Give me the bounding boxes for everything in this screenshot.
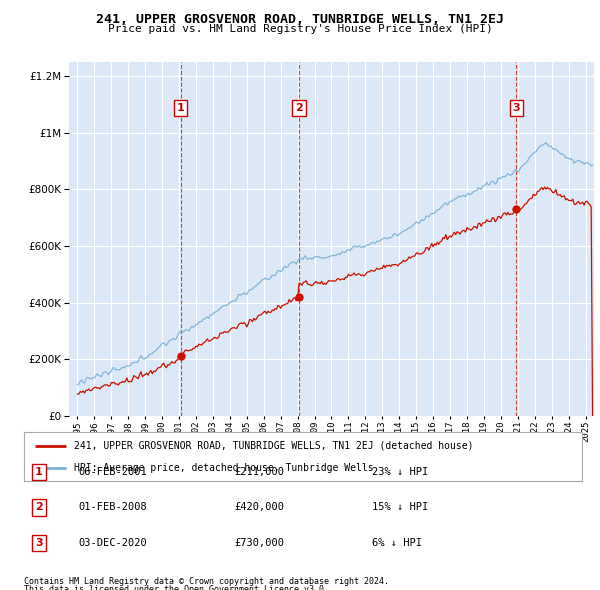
Text: 15% ↓ HPI: 15% ↓ HPI: [372, 503, 428, 512]
Text: £420,000: £420,000: [234, 503, 284, 512]
Text: 241, UPPER GROSVENOR ROAD, TUNBRIDGE WELLS, TN1 2EJ (detached house): 241, UPPER GROSVENOR ROAD, TUNBRIDGE WEL…: [74, 441, 474, 451]
Text: Price paid vs. HM Land Registry's House Price Index (HPI): Price paid vs. HM Land Registry's House …: [107, 24, 493, 34]
Text: This data is licensed under the Open Government Licence v3.0.: This data is licensed under the Open Gov…: [24, 585, 329, 590]
Text: 6% ↓ HPI: 6% ↓ HPI: [372, 538, 422, 548]
Text: 23% ↓ HPI: 23% ↓ HPI: [372, 467, 428, 477]
Text: 2: 2: [295, 103, 303, 113]
Text: 1: 1: [177, 103, 184, 113]
Text: 3: 3: [512, 103, 520, 113]
Text: 01-FEB-2008: 01-FEB-2008: [78, 503, 147, 512]
Text: HPI: Average price, detached house, Tunbridge Wells: HPI: Average price, detached house, Tunb…: [74, 463, 374, 473]
Text: £211,000: £211,000: [234, 467, 284, 477]
Text: 1: 1: [35, 467, 43, 477]
Text: 2: 2: [35, 503, 43, 512]
Text: 03-DEC-2020: 03-DEC-2020: [78, 538, 147, 548]
Text: 3: 3: [35, 538, 43, 548]
Text: Contains HM Land Registry data © Crown copyright and database right 2024.: Contains HM Land Registry data © Crown c…: [24, 577, 389, 586]
Text: £730,000: £730,000: [234, 538, 284, 548]
Text: 241, UPPER GROSVENOR ROAD, TUNBRIDGE WELLS, TN1 2EJ: 241, UPPER GROSVENOR ROAD, TUNBRIDGE WEL…: [96, 13, 504, 26]
Text: 06-FEB-2001: 06-FEB-2001: [78, 467, 147, 477]
